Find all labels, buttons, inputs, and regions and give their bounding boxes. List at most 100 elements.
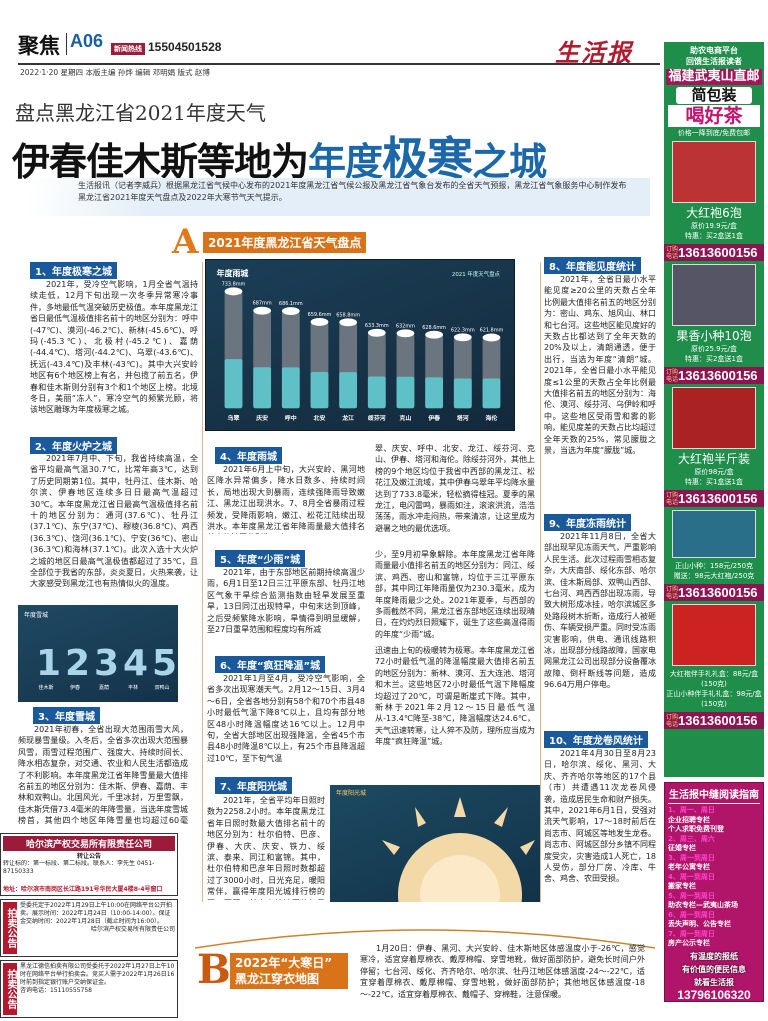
rain-city-label: 北安 [314, 414, 326, 422]
rain-city-label: 海伦 [486, 414, 498, 422]
rain-bar-cap [482, 333, 501, 342]
rain-chart-badge: 2021 年度天气盘点 [452, 270, 501, 278]
snow-rank-number: 3 [94, 643, 119, 684]
snow-figure-title: 年度雪城 [24, 611, 48, 619]
article-s7: 2021年，全省平均年日照时数为2258.2小时。本年度黑龙江省年日照时数最大值… [207, 796, 325, 900]
guide-item-days: 4、周一到周日 [668, 872, 715, 881]
tea-advertisement: 助农电商平台 回馈生活报读者 福建武夷山直邮 简包装 喝好茶 价格一降到底/免费… [664, 42, 764, 777]
snow-rank-number: 2 [65, 643, 90, 684]
guide-item-topic: 房产公示专栏 [668, 939, 710, 947]
title-blue-1: 年度 [308, 140, 383, 184]
heading-s2: 2、年度火炉之城 [30, 437, 117, 454]
guide-item-days: 2、周三、周六 [668, 834, 715, 843]
product-photo [672, 604, 756, 666]
rain-city-label: 庆安 [255, 414, 268, 422]
snow-rank-number: 4 [123, 643, 148, 684]
snow-city-label: 嘉荫 [99, 684, 109, 691]
rain-bar-cap [425, 330, 444, 339]
rain-bar-fill [310, 372, 329, 409]
article-s9: 2021年11月8日，全省大部出现罕见冻雨天气，严重影响人民生活。此次过程雨雪相… [544, 532, 656, 690]
rain-value-label: 628.6mm [422, 325, 446, 331]
product-price: 原价98元/盒 [694, 468, 734, 476]
section-b-label-line2: 黑龙江穿衣地图 [235, 972, 320, 986]
rain-city-label: 乌翠 [228, 414, 240, 422]
ad-product: 正山小种：158元/250克 赠送：98元大红袍/250克 订购电话 13613600… [664, 510, 764, 601]
order-phone-number: 13613600156 [678, 491, 758, 506]
product-photo [672, 387, 756, 449]
order-phone-number: 13613600156 [678, 713, 758, 728]
hotline-number: 15504501528 [148, 40, 222, 54]
rain-value-label: 658.8mm [336, 312, 360, 318]
section-b-letter: B [197, 946, 231, 993]
rain-city-label: 绥芬河 [368, 414, 386, 422]
rain-bar-cap [253, 306, 272, 315]
ad-sign: 哈尔滨产权交易所有限责任公司 [90, 926, 175, 933]
rain-value-label: 686.1mm [279, 301, 303, 307]
ad-body: 受委托定于2022年1月29日上午10:00在网络平台公开拍卖。展示时间：202… [20, 902, 173, 925]
product-offer: 赠送：98元大红袍/250克 [673, 572, 755, 580]
product-offer: 特惠：买2盒送1盒 [685, 232, 743, 240]
ad-top-line2: 回馈生活报读者 [686, 57, 742, 66]
snow-city-label: 双鸭山 [154, 684, 169, 691]
guide-item-days: 7、周一到周日 [668, 929, 715, 938]
ad-tagline: 价格一降到底/免费包邮 [677, 129, 751, 137]
rain-city-label: 呼中 [285, 414, 297, 422]
article-s4-part1: 2021年6月上中旬，大兴安岭、黑河地区降水异常偏多，降水日数多、持续时间长，局… [207, 465, 365, 534]
heading-s4: 4、年度雨城 [215, 447, 282, 464]
rain-value-label: 733.8mm [222, 281, 246, 287]
article-s1: 2021年，受冷空气影响，1月全省气温持续走低，12月下旬出现一次冬季异常寒冷事… [30, 280, 198, 415]
section-a-letter: A [172, 222, 199, 262]
ad-top-line1: 助农电商平台 [690, 46, 738, 55]
snow-rank-number: 1 [36, 643, 61, 684]
classified-ads: 哈尔滨产权交易所有限责任公司 转让公告 转让标的：第一标段、第二标段。联系人：李… [0, 833, 178, 1021]
rain-city-label: 龙江 [341, 414, 354, 422]
article-s5-part1: 2021年，由于东部地区前期持续高温少雨，6月1日至12日三江平原东部、牡丹江地… [207, 568, 365, 635]
rain-bar-fill [453, 378, 472, 409]
guide-item-topic: 搬家专栏 [668, 882, 696, 890]
guide-slogan-1: 有温度的报纸 [690, 951, 738, 961]
rain-value-label: 621.8mm [480, 328, 504, 334]
product-photo [672, 264, 756, 326]
header-rule [18, 63, 660, 65]
sun-figure-title: 年度阳光城 [336, 789, 366, 797]
article-s10: 2021年4月30日至8月23日，哈尔滨、绥化、黑河、大庆、齐齐哈尔等地区的17… [544, 749, 656, 884]
heading-s9: 9、年度冻雨统计 [544, 514, 631, 531]
ad-side-label: 拍卖公告 [3, 963, 17, 1015]
heading-s10: 10、年度龙卷风统计 [544, 731, 648, 748]
guide-item-days: 1、周一、周日 [668, 806, 715, 814]
snow-city-label: 佳木斯 [38, 684, 53, 691]
ad-headline-2: 简包装 [676, 87, 752, 104]
column-divider [540, 262, 541, 902]
product-price: 正山小种：158元/250克 [674, 562, 754, 570]
order-phone: 订购电话 13613600156 [664, 490, 764, 507]
product-price: 大红袍伴手礼礼盒：88元/盒(150克) [669, 670, 759, 688]
column-divider [202, 262, 203, 902]
ad-phone: 咨询电话：15110555758 [20, 987, 92, 994]
ad-auction-1: 拍卖公告 受委托定于2022年1月29日上午10:00在网络平台公开拍卖。展示时… [0, 899, 178, 957]
heading-s8: 8、年度能见度统计 [544, 257, 641, 274]
order-phone-number: 13613600156 [678, 368, 758, 383]
headline-subtitle: 盘点黑龙江省2021年度天气 [15, 101, 266, 125]
section-b-label-line1: 2022年“大寒日” [235, 956, 333, 970]
ad-body: 转让标的：第一标段、第二标段。联系人：李先生 0451-87150333 [3, 860, 155, 875]
dateline: 2022·1·20 星期四 本版主编 孙烨 编辑 邓明娟 版式 赵博 [20, 68, 210, 77]
order-phone-label: 订购电话 [666, 491, 679, 506]
guide-item-topic: 助农专栏—武夷山茶场 [668, 901, 738, 909]
title-blue-2: 之城 [472, 140, 547, 184]
rain-bar-fill [367, 376, 386, 409]
ad-product: 大红袍半斤装 原价98元/盒 特惠：买1盒送1盒 订购电话 13613600156 [664, 387, 764, 507]
rain-bar-fill [281, 367, 300, 409]
heading-s6: 6、年度“疯狂降温”城 [215, 656, 326, 673]
heading-s1: 1、年度极寒之城 [30, 262, 117, 279]
sun-core [420, 855, 500, 902]
title-black: 伊春佳木斯等地为 [12, 140, 309, 184]
guide-phone: 13796106320 [677, 987, 751, 1002]
order-phone-number: 13613600156 [678, 245, 758, 260]
hotline-badge: 新闻热线 [111, 43, 145, 55]
rain-bar-fill [425, 377, 444, 409]
rain-value-label: 622.3mm [451, 327, 475, 333]
rain-city-chart: 年度雨城 2021 年度天气盘点 733.8mm 乌翠 687mm 庆安 686.1mm… [205, 259, 515, 431]
ad-product: 大红袍6泡 原价19.9元/盒 特惠：买2盒送1盒 订购电话 13613600156 [664, 141, 764, 261]
article-s6-part1: 2021年1月至4月，受冷空气影响，全省多次出现寒潮天气。2月12～15日、3月… [207, 674, 365, 763]
